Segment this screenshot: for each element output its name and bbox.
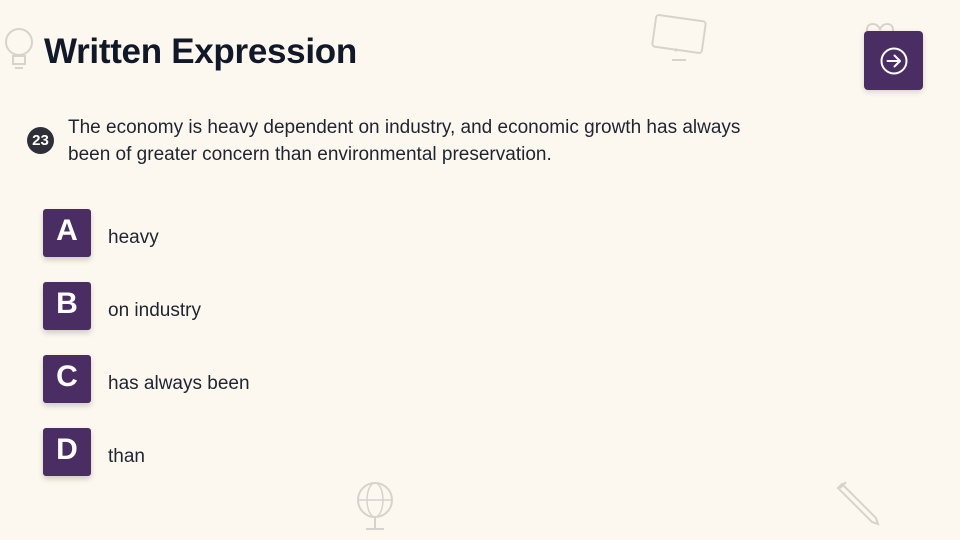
option-d-text: than (108, 446, 145, 467)
option-a-letter: A (43, 209, 91, 257)
next-button[interactable] (864, 31, 923, 90)
option-d-letter: D (43, 428, 91, 476)
question-number-badge: 23 (27, 127, 54, 154)
option-b[interactable]: B on industry (43, 282, 201, 330)
heart-icon (866, 22, 894, 48)
option-a[interactable]: A heavy (43, 209, 159, 257)
lightbulb-icon (5, 28, 33, 69)
page-title: Written Expression (44, 32, 357, 71)
option-c[interactable]: C has always been (43, 355, 250, 403)
arrow-right-circle-icon (880, 47, 907, 74)
monitor-icon (651, 14, 707, 61)
question-text-line-2: been of greater concern than environment… (68, 144, 552, 165)
question-text: The economy is heavy dependent on indust… (68, 114, 808, 168)
option-a-text: heavy (108, 227, 159, 248)
pencil-icon (836, 481, 880, 526)
option-c-text: has always been (108, 373, 250, 394)
option-d[interactable]: D than (43, 428, 145, 476)
option-b-text: on industry (108, 300, 201, 321)
option-c-letter: C (43, 355, 91, 403)
option-b-letter: B (43, 282, 91, 330)
question-text-line-1: The economy is heavy dependent on indust… (68, 117, 741, 138)
globe-icon (357, 482, 393, 530)
